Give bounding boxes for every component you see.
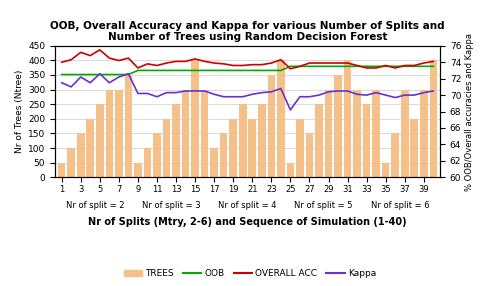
Y-axis label: Nr of Trees (Ntree): Nr of Trees (Ntree)	[15, 70, 24, 153]
Bar	[324, 90, 332, 177]
Text: Nr of Splits (Mtry, 2-6) and Sequence of Simulation (1-40): Nr of Splits (Mtry, 2-6) and Sequence of…	[88, 217, 407, 227]
Bar	[230, 119, 237, 177]
Bar	[430, 60, 437, 177]
Bar	[201, 90, 208, 177]
Bar	[248, 119, 256, 177]
Bar	[410, 119, 418, 177]
Bar	[210, 148, 218, 177]
Bar	[153, 134, 161, 177]
Bar	[134, 163, 141, 177]
Legend: TREES, OOB, OVERALL ACC, Kappa: TREES, OOB, OVERALL ACC, Kappa	[120, 265, 380, 281]
Y-axis label: % OOB/Overall accuracies and Kappa: % OOB/Overall accuracies and Kappa	[466, 33, 474, 190]
Bar	[68, 148, 75, 177]
Bar	[334, 75, 342, 177]
Bar	[401, 90, 408, 177]
Bar	[220, 134, 228, 177]
Bar	[315, 104, 323, 177]
Bar	[354, 90, 361, 177]
Bar	[306, 134, 314, 177]
Bar	[372, 90, 380, 177]
Bar	[392, 134, 399, 177]
Title: OOB, Overall Accuracy and Kappa for various Number of Splits and
Number of Trees: OOB, Overall Accuracy and Kappa for vari…	[50, 21, 445, 42]
Bar	[77, 134, 84, 177]
Bar	[192, 60, 199, 177]
Text: Nr of split = 2: Nr of split = 2	[66, 201, 124, 210]
Bar	[296, 119, 304, 177]
Bar	[172, 104, 180, 177]
Bar	[286, 163, 294, 177]
Bar	[124, 75, 132, 177]
Bar	[363, 104, 370, 177]
Bar	[268, 75, 275, 177]
Bar	[96, 104, 104, 177]
Bar	[344, 60, 352, 177]
Bar	[420, 90, 428, 177]
Bar	[258, 104, 266, 177]
Bar	[106, 90, 113, 177]
Bar	[115, 90, 122, 177]
Bar	[239, 104, 246, 177]
Bar	[144, 148, 151, 177]
Text: Nr of split = 6: Nr of split = 6	[370, 201, 430, 210]
Bar	[58, 163, 66, 177]
Text: Nr of split = 5: Nr of split = 5	[294, 201, 353, 210]
Bar	[86, 119, 94, 177]
Text: Nr of split = 4: Nr of split = 4	[218, 201, 277, 210]
Bar	[382, 163, 390, 177]
Bar	[182, 90, 190, 177]
Bar	[162, 119, 170, 177]
Bar	[277, 60, 284, 177]
Text: Nr of split = 3: Nr of split = 3	[142, 201, 201, 210]
